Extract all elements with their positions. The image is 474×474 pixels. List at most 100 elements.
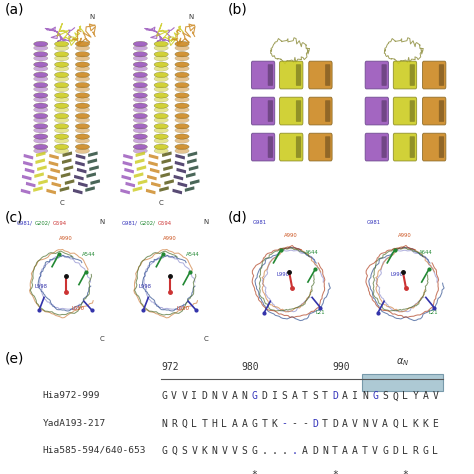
FancyArrow shape — [50, 168, 60, 173]
Text: N: N — [242, 392, 247, 401]
FancyArrow shape — [74, 175, 84, 181]
Text: 972: 972 — [161, 362, 179, 372]
Ellipse shape — [75, 62, 90, 67]
Text: N: N — [211, 392, 217, 401]
FancyArrow shape — [162, 158, 171, 164]
Ellipse shape — [133, 41, 147, 46]
Ellipse shape — [75, 41, 90, 46]
FancyArrow shape — [77, 168, 87, 173]
Ellipse shape — [75, 128, 90, 133]
Text: L650: L650 — [176, 306, 189, 311]
Ellipse shape — [75, 76, 90, 82]
Ellipse shape — [34, 66, 48, 71]
Ellipse shape — [75, 66, 90, 71]
Text: (d): (d) — [228, 211, 247, 225]
Ellipse shape — [34, 148, 48, 154]
FancyArrow shape — [24, 154, 33, 160]
FancyArrow shape — [36, 151, 46, 157]
Ellipse shape — [154, 66, 168, 71]
Ellipse shape — [75, 138, 90, 143]
FancyArrow shape — [76, 154, 85, 160]
Ellipse shape — [133, 66, 147, 71]
Text: A990: A990 — [59, 236, 73, 241]
Ellipse shape — [154, 138, 168, 143]
Ellipse shape — [34, 144, 48, 149]
Text: .: . — [282, 446, 288, 456]
FancyBboxPatch shape — [268, 137, 273, 158]
Ellipse shape — [55, 138, 69, 143]
Text: A544: A544 — [186, 253, 200, 257]
Text: G594: G594 — [53, 220, 67, 226]
Ellipse shape — [133, 118, 147, 123]
FancyBboxPatch shape — [365, 133, 389, 161]
Ellipse shape — [175, 76, 189, 82]
Text: -: - — [302, 419, 308, 428]
Text: 980: 980 — [242, 362, 259, 372]
FancyArrow shape — [49, 154, 59, 160]
Text: I: I — [191, 392, 197, 401]
FancyArrow shape — [23, 161, 33, 166]
Ellipse shape — [34, 52, 48, 57]
Ellipse shape — [133, 55, 147, 61]
Text: A: A — [231, 392, 237, 401]
Text: Q: Q — [181, 419, 187, 428]
Text: T: T — [322, 392, 328, 401]
FancyBboxPatch shape — [309, 97, 332, 125]
Ellipse shape — [133, 97, 147, 102]
Ellipse shape — [133, 103, 147, 109]
Ellipse shape — [154, 62, 168, 67]
Ellipse shape — [34, 46, 48, 51]
Text: V: V — [372, 446, 378, 456]
Text: A644: A644 — [305, 250, 319, 255]
Ellipse shape — [55, 144, 69, 149]
FancyBboxPatch shape — [251, 97, 275, 125]
Ellipse shape — [75, 46, 90, 51]
Text: *: * — [332, 470, 338, 474]
Ellipse shape — [175, 97, 189, 102]
Ellipse shape — [154, 103, 168, 109]
FancyBboxPatch shape — [439, 64, 444, 86]
Ellipse shape — [34, 138, 48, 143]
Ellipse shape — [133, 138, 147, 143]
Ellipse shape — [75, 113, 90, 118]
FancyBboxPatch shape — [439, 137, 444, 158]
Ellipse shape — [34, 76, 48, 82]
Text: A: A — [302, 446, 308, 456]
FancyBboxPatch shape — [422, 133, 446, 161]
Text: $\alpha_N$: $\alpha_N$ — [396, 356, 409, 368]
Text: D: D — [262, 392, 267, 401]
Text: A: A — [382, 419, 388, 428]
FancyArrow shape — [89, 165, 99, 171]
FancyBboxPatch shape — [393, 133, 417, 161]
FancyArrow shape — [160, 173, 170, 178]
Ellipse shape — [133, 134, 147, 139]
Text: C: C — [204, 336, 209, 342]
Ellipse shape — [133, 52, 147, 57]
FancyArrow shape — [189, 165, 199, 171]
FancyArrow shape — [163, 165, 173, 171]
Ellipse shape — [154, 55, 168, 61]
Ellipse shape — [133, 113, 147, 118]
Ellipse shape — [175, 46, 189, 51]
FancyArrow shape — [178, 182, 187, 187]
Text: A: A — [342, 446, 348, 456]
Ellipse shape — [55, 107, 69, 112]
Ellipse shape — [75, 107, 90, 112]
Text: D: D — [332, 419, 338, 428]
FancyArrow shape — [73, 189, 82, 194]
Ellipse shape — [133, 128, 147, 133]
FancyArrow shape — [88, 151, 98, 157]
Text: S: S — [382, 392, 388, 401]
FancyArrow shape — [185, 186, 194, 192]
Text: N: N — [161, 419, 167, 428]
Ellipse shape — [34, 86, 48, 92]
Ellipse shape — [55, 52, 69, 57]
Text: (a): (a) — [5, 2, 24, 17]
Text: .: . — [262, 446, 267, 456]
Ellipse shape — [34, 124, 48, 129]
Ellipse shape — [55, 103, 69, 109]
Text: N: N — [322, 446, 328, 456]
FancyArrow shape — [64, 165, 73, 171]
Text: T: T — [322, 419, 328, 428]
Text: S: S — [181, 446, 187, 456]
